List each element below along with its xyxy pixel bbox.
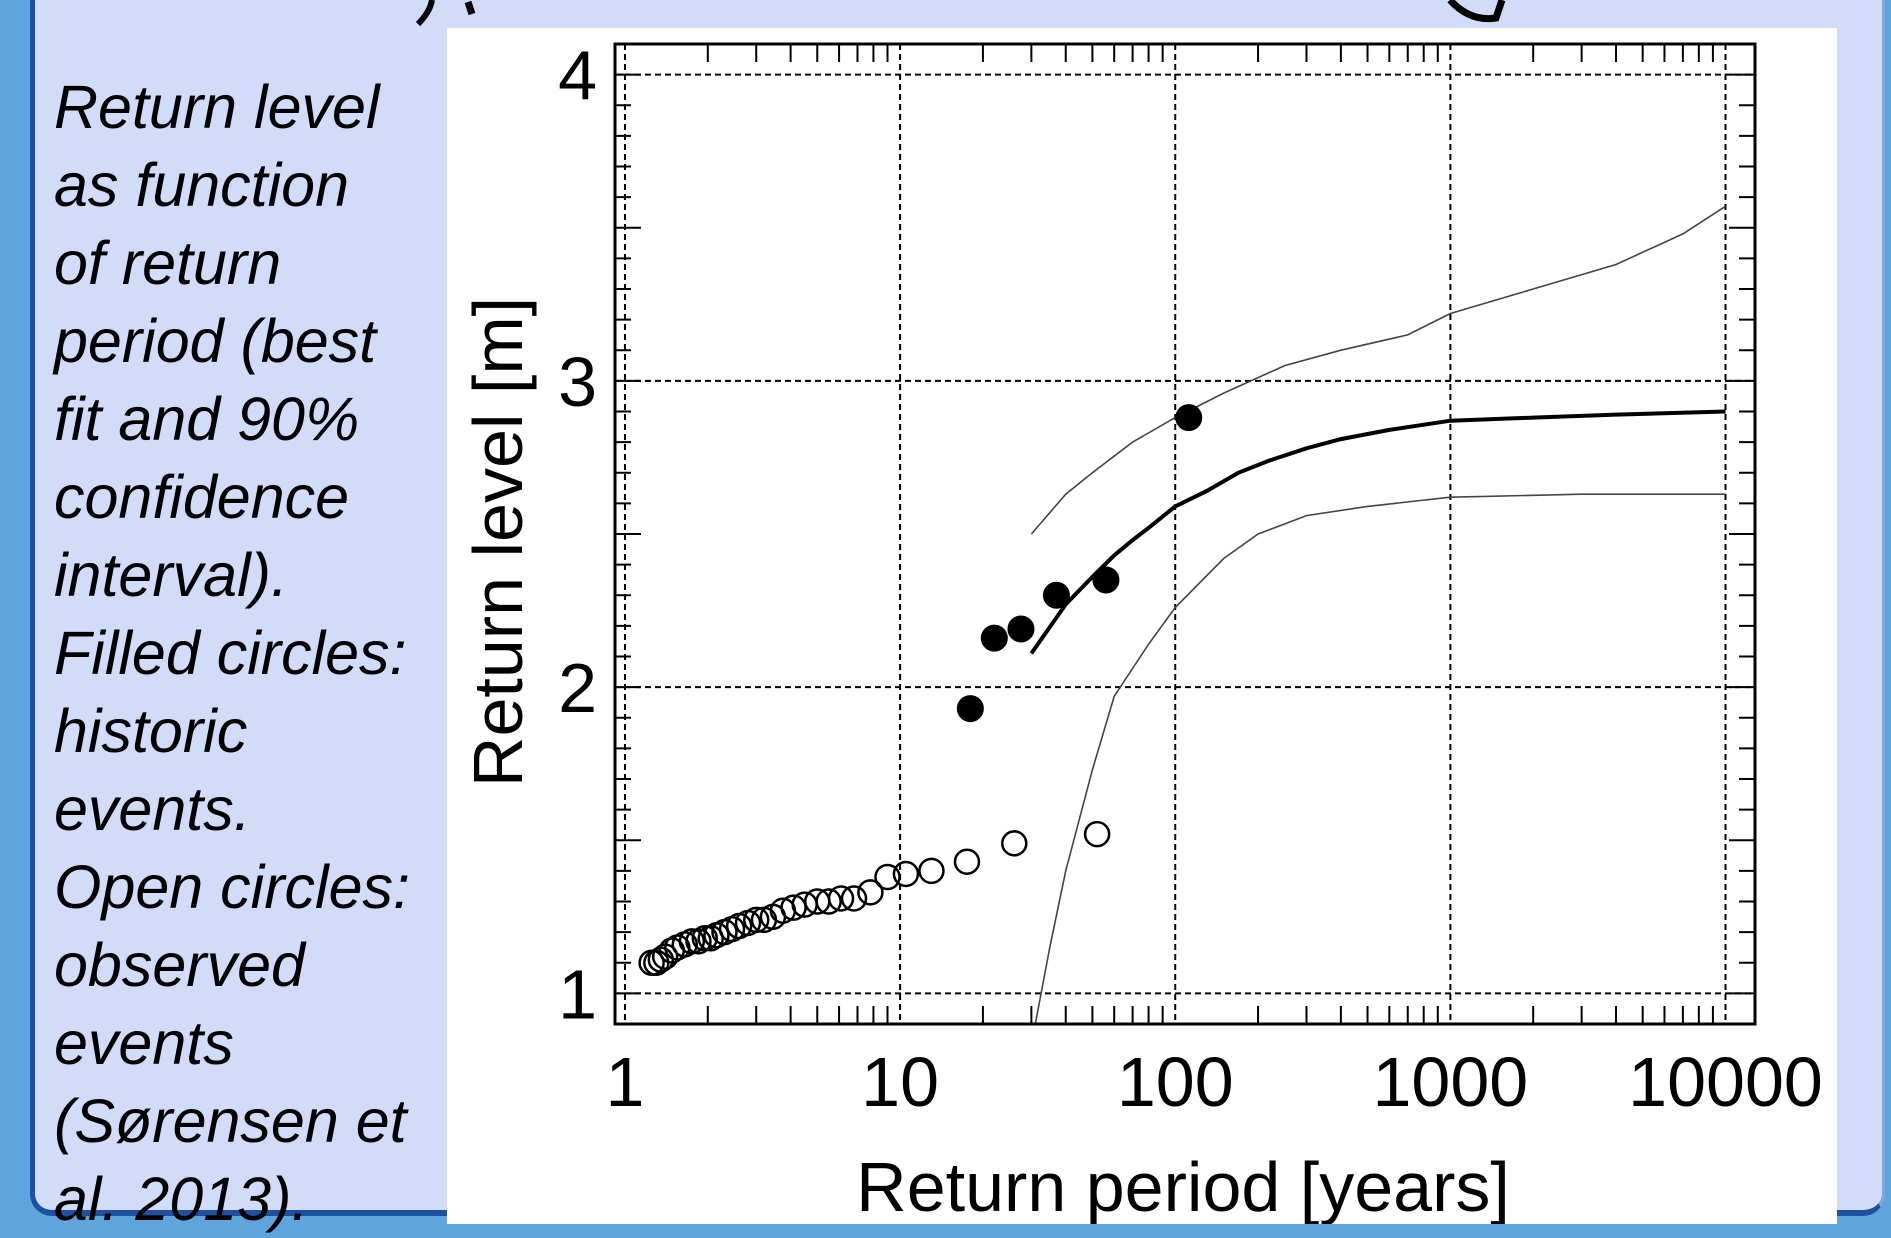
y-axis-label: Return level [m] — [459, 297, 537, 787]
observed-event-point — [953, 848, 981, 875]
return-level-chart: 1 10 100 1000 10000 1 2 3 4 Return period [year… — [459, 37, 1823, 1226]
confidence-bound-curve — [1034, 493, 1726, 1024]
y-tick-label: 3 — [558, 343, 597, 421]
x-tick-labels: 1 10 100 1000 10000 — [605, 1043, 1822, 1121]
x-tick-label: 100 — [1117, 1043, 1234, 1121]
x-tick-label: 1000 — [1373, 1043, 1529, 1121]
caption-line: confidence — [54, 463, 350, 531]
observed-event-point — [827, 885, 855, 912]
header-text-fragment — [415, 0, 1506, 27]
best-fit-curve — [1029, 409, 1726, 655]
observed-event-point — [892, 860, 920, 888]
historic-event-point — [1175, 404, 1203, 432]
plot-frame — [613, 42, 1757, 1026]
observed-event-point — [857, 879, 884, 906]
y-tick-label: 1 — [558, 955, 597, 1033]
caption-line: Filled circles: — [54, 619, 407, 687]
observed-event-point — [918, 857, 945, 885]
historic-event-point — [980, 624, 1008, 652]
historic-event-point — [1007, 615, 1035, 643]
caption-line: historic — [54, 697, 248, 765]
historic-event-point — [956, 695, 984, 723]
plot-border — [613, 42, 1757, 1026]
caption-line: observed — [54, 931, 305, 999]
x-tick-label: 1 — [605, 1043, 644, 1121]
caption-line: as function — [54, 151, 350, 219]
observed-event-point — [815, 888, 842, 915]
y-tick-labels: 1 2 3 4 — [558, 37, 597, 1034]
observed-event-point — [874, 863, 901, 891]
caption-line: events. — [54, 775, 251, 843]
minor-ticks — [615, 44, 1755, 1024]
series-layer — [638, 205, 1726, 1024]
historic-event-point — [1042, 581, 1070, 609]
caption-line: Open circles: — [54, 853, 410, 921]
figure-caption: Return level as function of return perio… — [54, 68, 444, 1238]
x-tick-label: 10000 — [1628, 1043, 1823, 1121]
observed-event-point — [678, 928, 706, 955]
caption-line: period (best — [54, 307, 377, 375]
observed-event-point — [1001, 830, 1028, 857]
caption-line: fit and 90% — [54, 385, 360, 453]
grid-lines — [615, 44, 1755, 1024]
x-tick-label: 10 — [861, 1043, 939, 1121]
caption-line: Return level — [54, 73, 380, 141]
y-tick-label: 2 — [558, 649, 597, 727]
y-tick-label: 4 — [558, 37, 597, 115]
caption-line: of return — [54, 229, 282, 297]
observed-event-point — [1083, 820, 1111, 848]
caption-line: al. 2013). — [54, 1165, 309, 1233]
historic-event-point — [1092, 566, 1120, 594]
caption-line: (Sørensen et — [54, 1087, 407, 1155]
x-axis-label: Return period [years] — [856, 1148, 1510, 1224]
observed-event-point — [742, 906, 770, 934]
caption-line: events — [54, 1009, 234, 1077]
observed-event-point — [691, 925, 719, 952]
chart-area: 1 10 100 1000 10000 1 2 3 4 Return period [year… — [447, 28, 1837, 1226]
confidence-bound-curve — [1030, 205, 1726, 535]
observed-event-point — [840, 885, 868, 912]
caption-line: interval). — [54, 541, 288, 609]
